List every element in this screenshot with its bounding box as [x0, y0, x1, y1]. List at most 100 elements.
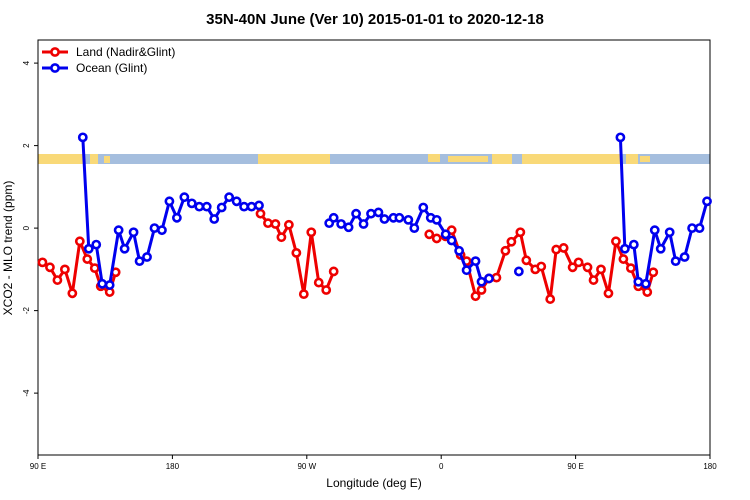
data-point [82, 254, 93, 264]
legend-label: Ocean (Glint) [76, 61, 147, 75]
data-point [500, 245, 511, 256]
y-tick-label: 0 [22, 225, 31, 230]
data-point [582, 262, 593, 273]
data-point [119, 243, 130, 254]
data-point [37, 257, 48, 268]
data-point [91, 239, 102, 250]
data-point [567, 262, 578, 273]
data-point [440, 229, 451, 240]
data-point [642, 287, 653, 297]
data-point [379, 214, 390, 224]
data-point [431, 233, 442, 244]
data-point [618, 254, 629, 264]
data-point [328, 266, 339, 277]
data-point [336, 219, 347, 229]
data-point [394, 212, 405, 223]
y-tick-label: 2 [22, 143, 31, 148]
data-point [97, 278, 108, 289]
data-point [628, 239, 639, 250]
y-tick-label: 4 [22, 60, 31, 65]
data-point [648, 267, 659, 278]
data-point [358, 219, 369, 229]
data-point [45, 262, 55, 273]
data-point [194, 201, 205, 212]
data-point [67, 288, 78, 299]
land-band [428, 154, 440, 162]
data-point [246, 201, 257, 212]
data-point [664, 227, 675, 238]
data-point [679, 252, 690, 262]
data-point [454, 245, 465, 256]
data-point [515, 227, 526, 238]
data-point [179, 192, 190, 203]
land-band [640, 156, 650, 162]
data-point [128, 227, 139, 238]
data-point [470, 256, 481, 267]
land-band [90, 154, 98, 164]
data-point [89, 263, 100, 274]
data-point [216, 202, 227, 213]
y-tick-label: -4 [22, 389, 31, 397]
data-point [164, 196, 175, 207]
land-band [38, 154, 84, 164]
data-point [418, 202, 429, 213]
data-point [649, 225, 660, 236]
x-tick-label: 90 E [567, 462, 583, 471]
data-point [83, 243, 94, 254]
data-point [573, 257, 584, 268]
data-point [687, 223, 697, 234]
land-band [448, 156, 488, 162]
data-point [171, 212, 182, 223]
data-point [343, 222, 354, 233]
data-point [640, 278, 651, 289]
data-point [476, 276, 487, 287]
plot-frame [37, 39, 711, 456]
land-ocean-mask [38, 154, 710, 164]
data-point [328, 212, 339, 223]
land-band [258, 154, 330, 164]
data-point [59, 264, 70, 275]
land-band [522, 154, 620, 164]
data-point [551, 244, 562, 255]
land-band [104, 156, 110, 163]
data-point [409, 223, 420, 234]
data-point [142, 252, 152, 262]
data-point [611, 236, 621, 247]
data-point [513, 266, 524, 277]
x-axis-title: Longitude (deg E) [326, 476, 421, 490]
legend-marker [50, 63, 60, 73]
x-tick-label: 180 [703, 462, 717, 471]
data-point [558, 243, 569, 253]
data-point [224, 192, 235, 203]
y-tick-label: -2 [22, 307, 31, 315]
data-point [313, 277, 324, 288]
y-axis-title: XCO2 - MLO trend (ppm) [1, 181, 15, 316]
data-point [446, 235, 457, 246]
x-tick-label: 180 [166, 462, 180, 471]
data-point [104, 280, 115, 290]
data-point [283, 219, 294, 230]
data-point [157, 225, 167, 236]
data-point [491, 272, 502, 283]
data-point [615, 132, 626, 143]
data-point [201, 201, 212, 212]
chart-title: 35N-40N June (Ver 10) 2015-01-01 to 2020… [206, 11, 544, 28]
data-point [255, 208, 266, 219]
data-point [239, 201, 249, 212]
legend-marker [50, 47, 60, 57]
data-point [424, 229, 435, 240]
data-point [52, 275, 63, 285]
data-point [470, 291, 481, 302]
data-point [536, 261, 547, 272]
data-point [276, 232, 287, 243]
data-point [298, 289, 309, 300]
x-tick-label: 90 W [297, 462, 316, 471]
data-point [596, 264, 606, 275]
data-point [291, 247, 302, 258]
data-point [545, 294, 556, 304]
data-point [670, 256, 681, 267]
data-point [694, 223, 705, 234]
data-point [702, 196, 712, 207]
data-point [134, 256, 145, 267]
